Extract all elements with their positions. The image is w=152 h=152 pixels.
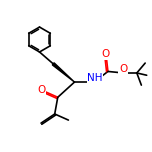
Text: O: O — [119, 64, 127, 74]
Polygon shape — [52, 63, 74, 82]
Text: O: O — [37, 85, 45, 95]
Text: NH: NH — [87, 73, 103, 83]
Text: O: O — [102, 49, 110, 59]
